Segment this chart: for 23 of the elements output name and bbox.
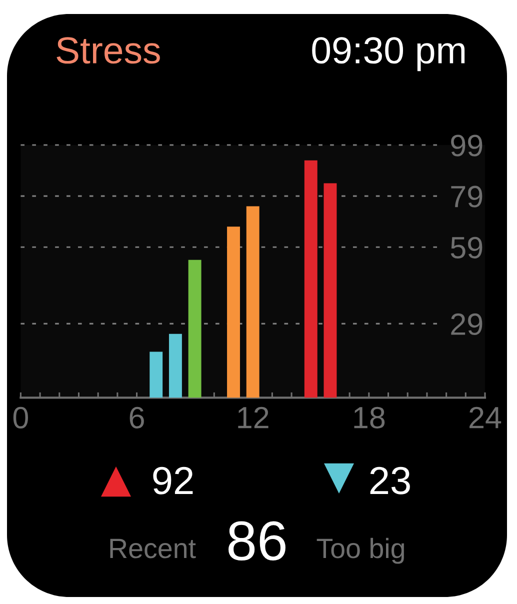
y-tick-label: 59 xyxy=(450,236,482,258)
bar xyxy=(304,160,318,398)
y-tick-label: 79 xyxy=(451,186,482,208)
text: 92 xyxy=(153,466,193,494)
bar xyxy=(168,334,182,398)
text: 23 xyxy=(370,466,410,494)
bar xyxy=(324,183,337,398)
y-tick-label: 29 xyxy=(451,313,482,336)
text: 86 xyxy=(228,521,286,561)
text: Too big xyxy=(316,538,404,564)
bar xyxy=(150,352,163,398)
x-tick-label: 12 xyxy=(238,406,268,428)
x-tick-label: 24 xyxy=(470,406,502,428)
y-tick-label: 99 xyxy=(451,134,482,156)
bar xyxy=(246,206,260,398)
x-tick-label: 18 xyxy=(354,406,385,428)
x-tick-label: 6 xyxy=(130,406,144,428)
x-tick-label: 0 xyxy=(13,406,28,428)
bar xyxy=(188,260,202,398)
bar xyxy=(227,226,240,398)
text: Recent xyxy=(110,538,196,558)
chart-subtitle: 09:30 pm xyxy=(312,37,465,72)
chart-title: Stress xyxy=(56,37,160,64)
